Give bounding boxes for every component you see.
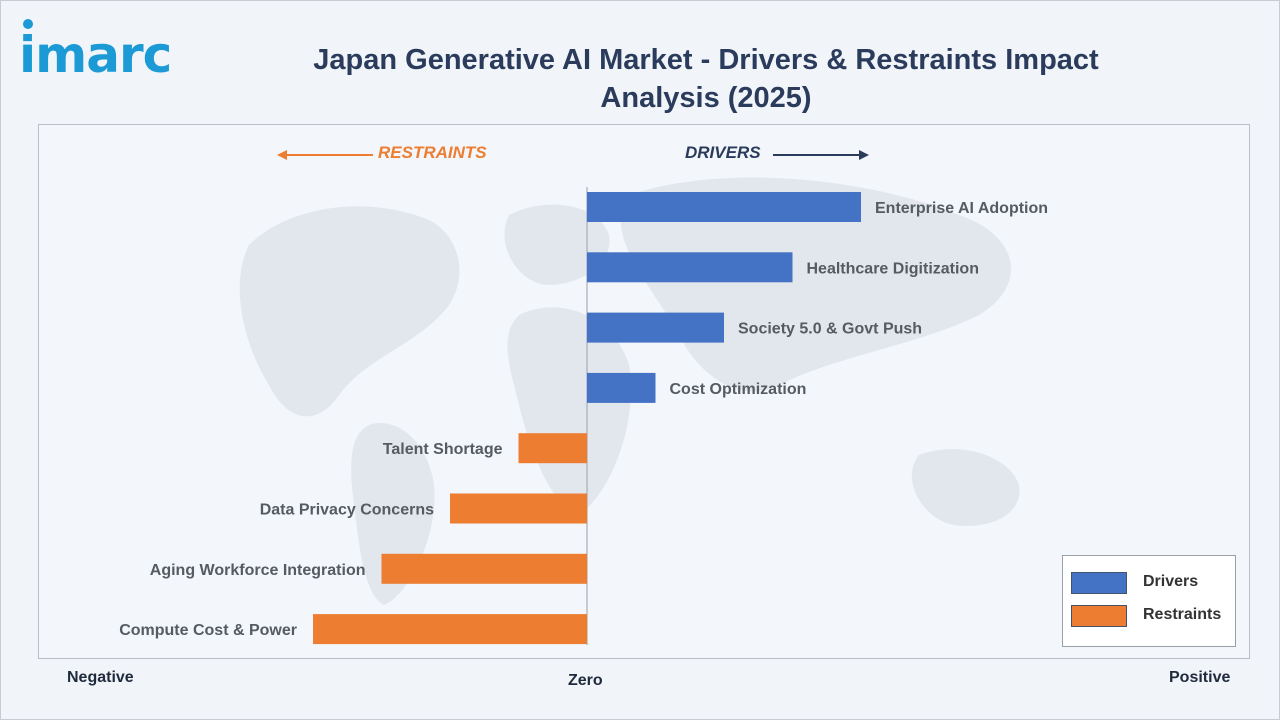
bar-label-aging-workforce-integration: Aging Workforce Integration: [150, 562, 366, 579]
logo-text: imarc: [19, 26, 172, 84]
chart-title: Japan Generative AI Market - Drivers & R…: [313, 44, 1099, 114]
restraints-direction-label: RESTRAINTS: [378, 143, 487, 162]
bar-chart: Enterprise AI Adoption Healthcare Digitiz…: [119, 150, 1048, 645]
legend-label-drivers: Drivers: [1143, 573, 1199, 590]
plot-area: Enterprise AI Adoption Healthcare Digitiz…: [38, 124, 1250, 659]
logo-dot: [23, 19, 33, 29]
drivers-direction-label: DRIVERS: [685, 143, 761, 162]
restraints-arrow-icon: [277, 150, 373, 160]
legend-label-restraints: Restraints: [1143, 606, 1222, 623]
bar-data-privacy-concerns: [450, 493, 587, 524]
bar-label-society-5-0-govt-push: Society 5.0 & Govt Push: [738, 321, 922, 338]
bar-label-talent-shortage: Talent Shortage: [383, 441, 503, 458]
bar-label-compute-cost-power: Compute Cost & Power: [119, 622, 297, 639]
bar-compute-cost-power: [313, 614, 587, 645]
bar-enterprise-ai-adoption: [587, 192, 861, 222]
bar-label-enterprise-ai-adoption: Enterprise AI Adoption: [875, 200, 1048, 217]
legend-swatch-restraints: [1071, 605, 1127, 627]
bar-healthcare-digitization: [587, 252, 793, 283]
drivers-arrow-icon: [773, 150, 869, 160]
bar-label-healthcare-digitization: Healthcare Digitization: [807, 260, 979, 277]
legend-swatch-drivers: [1071, 572, 1127, 594]
bar-label-cost-optimization: Cost Optimization: [670, 381, 807, 398]
bar-talent-shortage: [518, 433, 587, 464]
bar-label-data-privacy-concerns: Data Privacy Concerns: [260, 502, 434, 519]
legend-item-drivers: Drivers: [1071, 570, 1231, 596]
legend-item-restraints: Restraints: [1071, 603, 1231, 629]
bar-society-5-0-govt-push: [587, 312, 724, 343]
axis-label-zero: Zero: [568, 672, 603, 689]
axis-label-negative: Negative: [67, 669, 134, 686]
axis-label-positive: Positive: [1169, 669, 1231, 686]
legend: Drivers Restraints: [1062, 555, 1236, 647]
bar-aging-workforce-integration: [381, 553, 587, 584]
bar-cost-optimization: [587, 372, 656, 403]
imarc-logo: imarc: [19, 15, 204, 84]
